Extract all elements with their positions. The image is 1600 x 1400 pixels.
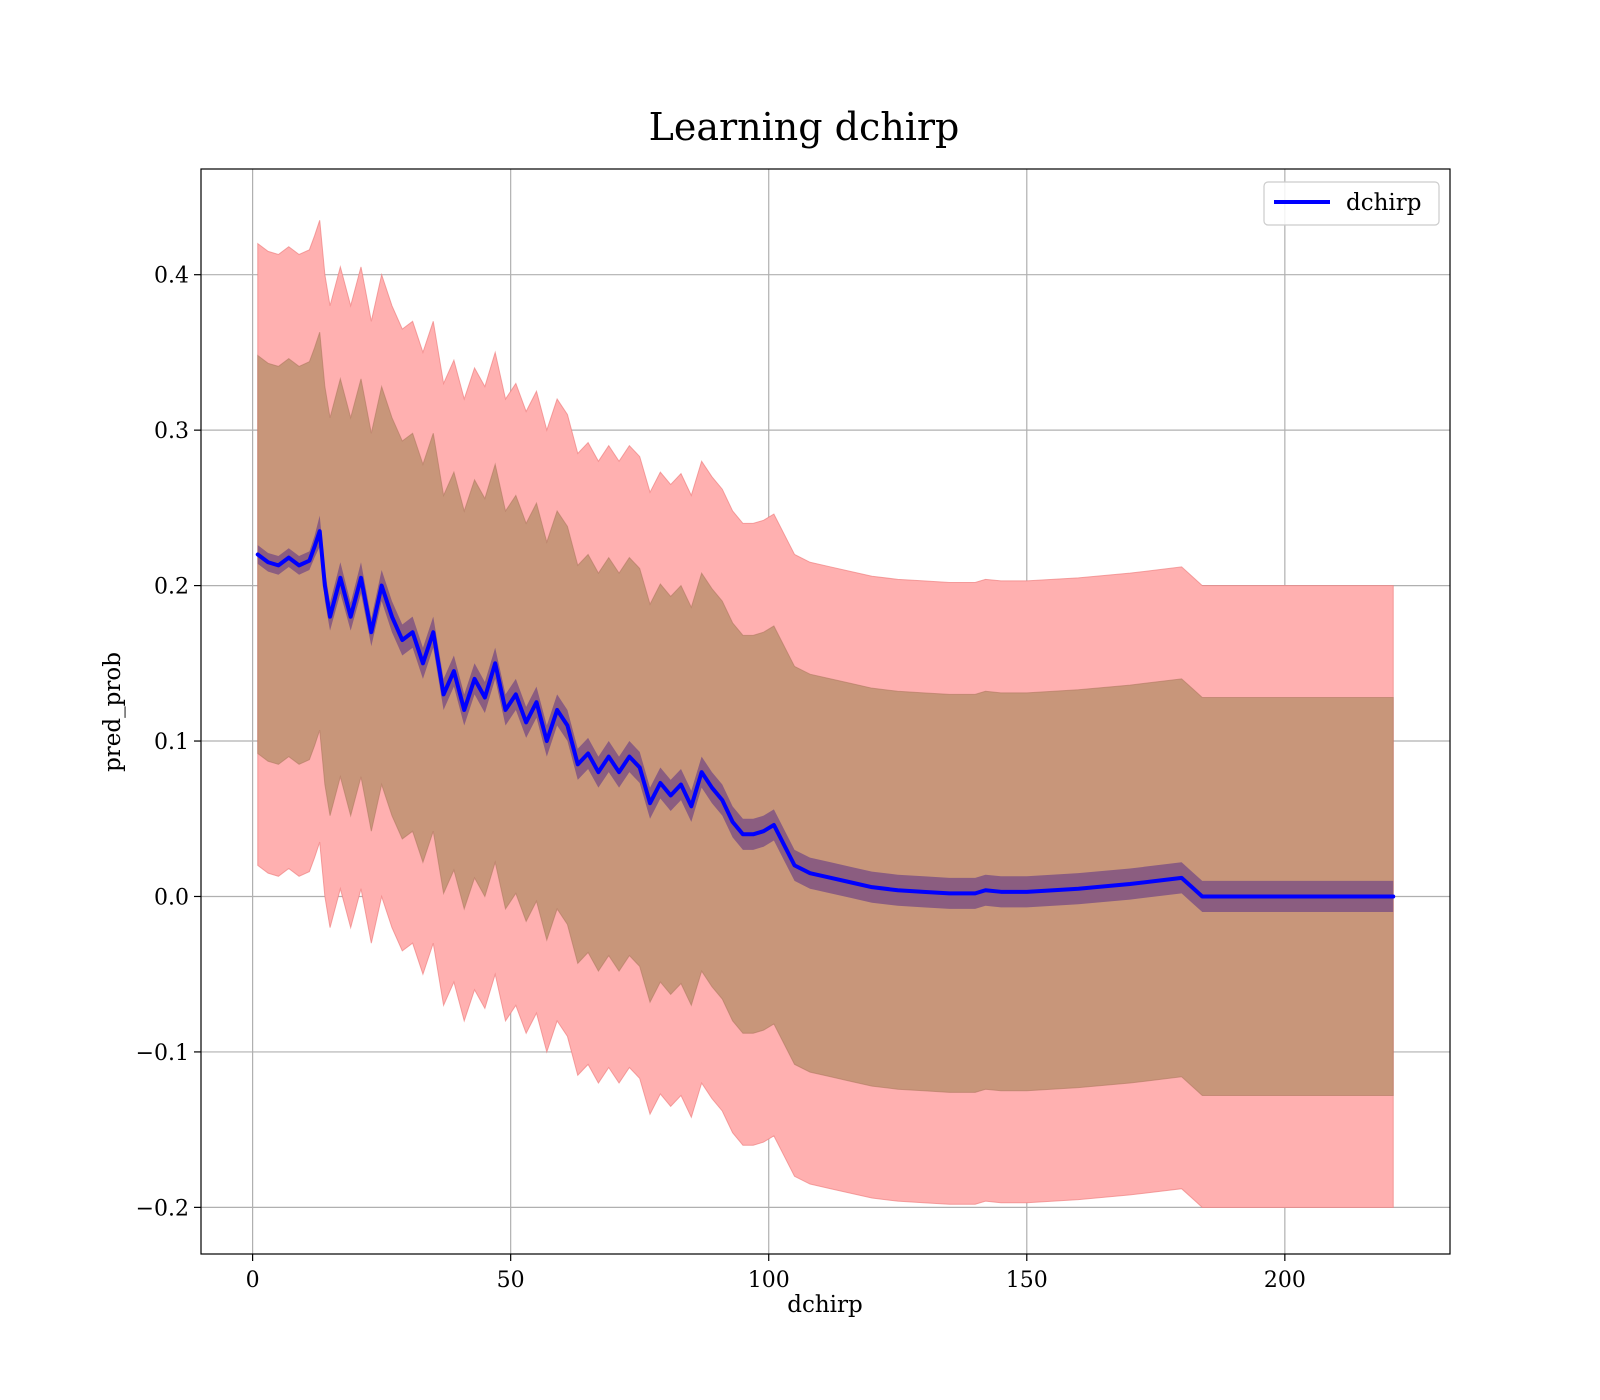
y-tick-label: 0.3: [154, 419, 189, 444]
plot-frame: [200, 168, 1451, 1255]
middle-confidence-band: [257, 332, 1394, 1096]
axis-ticks: 0 50 100 150 200 −0.2 −0.1 0.0 0.1 0.2 0.3 0.4: [136, 264, 1306, 1293]
chart-title: Learning dchirp: [649, 105, 960, 149]
y-tick-label: 0.0: [154, 885, 189, 910]
x-tick-label: 150: [1006, 1268, 1048, 1293]
x-tick-label: 0: [246, 1268, 260, 1293]
series-line-dchirp: [255, 529, 1396, 899]
x-tick-label: 50: [497, 1268, 525, 1293]
legend-label: dchirp: [1346, 190, 1422, 216]
y-axis-label: pred_prob: [100, 652, 126, 772]
series-lines: [255, 529, 1396, 899]
x-tick-label: 100: [748, 1268, 790, 1293]
plot-area: 0 50 100 150 200 −0.2 −0.1 0.0 0.1 0.2 0.3 0.4: [136, 168, 1451, 1293]
confidence-bands: [257, 220, 1394, 1208]
y-tick-label: 0.1: [154, 730, 189, 755]
x-tick-label: 200: [1264, 1268, 1306, 1293]
x-axis-label: dchirp: [787, 1292, 863, 1318]
legend: dchirp: [1263, 181, 1440, 226]
y-tick-label: 0.2: [154, 575, 189, 600]
legend-box: [1263, 181, 1440, 226]
y-tick-label: −0.1: [136, 1041, 189, 1066]
y-tick-label: 0.4: [154, 264, 189, 289]
y-tick-label: −0.2: [136, 1196, 189, 1221]
